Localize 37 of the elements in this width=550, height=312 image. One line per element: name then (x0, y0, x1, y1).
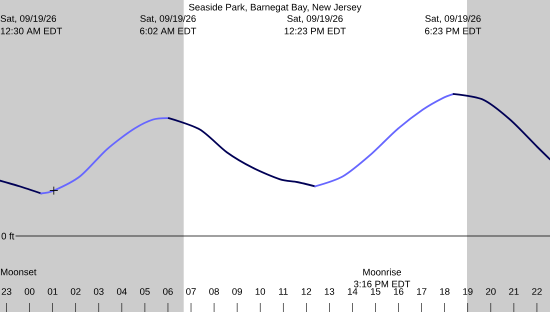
x-tick-label: 12 (302, 288, 312, 295)
x-tick-label: 10 (256, 288, 266, 295)
x-tick-label: 21 (509, 288, 519, 295)
x-tick-label: 04 (116, 288, 127, 295)
x-tick-label: 17 (417, 288, 426, 295)
x-tick-label: 14 (348, 288, 358, 295)
text: 6:23 PM EDT (425, 28, 482, 34)
x-tick-label: 23 (2, 288, 12, 295)
x-tick-label: 18 (440, 288, 450, 295)
x-tick-label: 08 (209, 288, 219, 295)
x-tick-label: 22 (532, 288, 542, 295)
x-tick-label: 09 (232, 288, 242, 295)
text: 3:16 PM EDT (354, 280, 410, 288)
x-tick-label: 20 (486, 288, 496, 295)
x-tick-label: 11 (279, 288, 288, 295)
text: Moonrise (363, 268, 402, 276)
text: Sat, 09/19/26 (287, 14, 343, 24)
x-tick-label: 01 (48, 288, 58, 295)
x-tick-label: 13 (324, 288, 334, 295)
ref-line-label: 0 ft (2, 232, 14, 240)
x-tick-label: 19 (463, 288, 473, 295)
text: 12:30 AM EDT (0, 28, 62, 34)
x-tick-label: 02 (70, 288, 81, 295)
chart-title: Seaside Park, Barnegat Bay, New Jersey (188, 4, 362, 12)
text: 6:02 AM EDT (140, 28, 196, 34)
x-tick-label: 07 (186, 288, 196, 295)
x-tick-label: 00 (24, 288, 34, 295)
text: 12:23 PM EDT (284, 28, 346, 34)
text: Sat, 09/19/26 (140, 14, 196, 24)
x-tick-label: 03 (94, 288, 104, 295)
x-tick-label: 16 (394, 288, 404, 295)
x-tick-label: 05 (140, 288, 150, 295)
text: Moonset (0, 268, 36, 276)
x-tick-label: 06 (163, 288, 173, 295)
text: Sat, 09/19/26 (425, 14, 481, 24)
text: Sat, 09/19/26 (0, 14, 56, 24)
x-tick-label: 15 (370, 288, 380, 295)
